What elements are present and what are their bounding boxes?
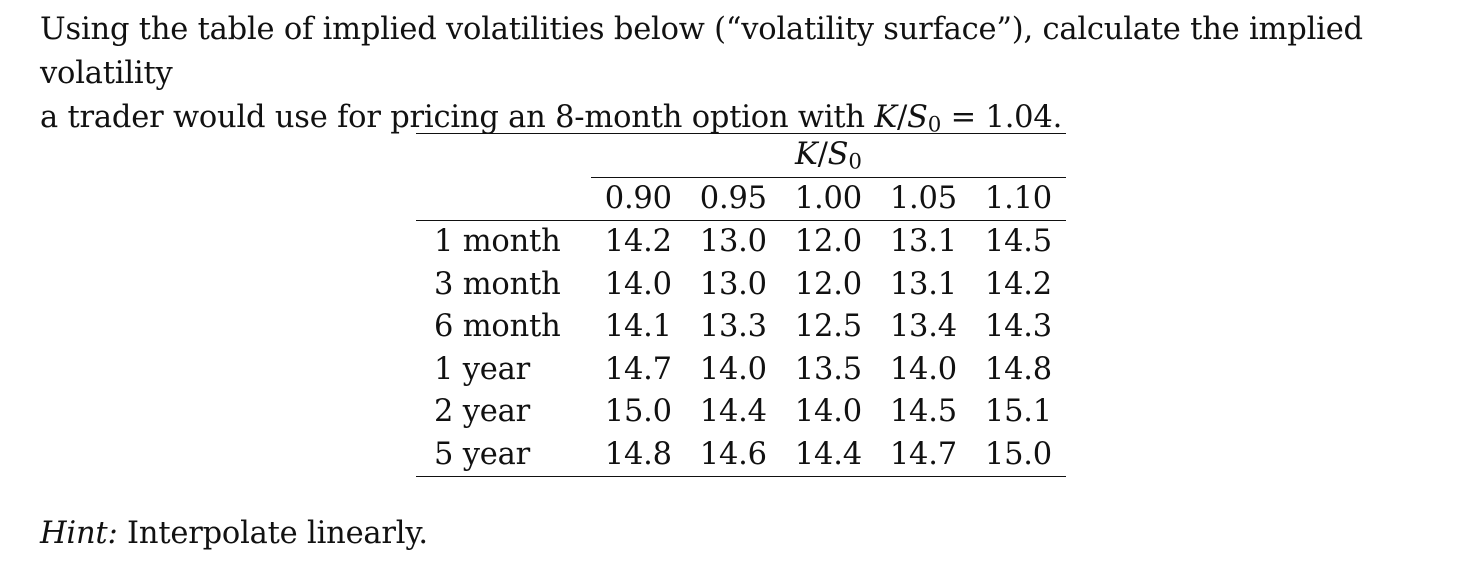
math-k: K: [874, 100, 897, 135]
table-cell: 14.0: [889, 351, 957, 387]
row-label: 6 month: [434, 309, 561, 344]
table-cell: 14.8: [984, 351, 1053, 387]
row-label: 2 year: [434, 394, 530, 429]
table-cell: 13.0: [699, 224, 767, 259]
group-header-s: S: [827, 137, 849, 172]
table-cell: 14.0: [699, 351, 767, 387]
problem-line-2-prefix: a trader would use for pricing an 8-mont…: [40, 100, 875, 135]
table-cell: 14.4: [780, 433, 876, 477]
table-cell: 14.2: [604, 224, 672, 259]
table-cell: 13.0: [699, 266, 767, 302]
row-label: 3 month: [434, 266, 561, 302]
table-row: 6 month 14.1 13.3 12.5 13.4 14.3: [416, 306, 1066, 349]
problem-line-2: a trader would use for pricing an 8-mont…: [40, 96, 1465, 140]
table-cell: 15.0: [970, 433, 1066, 477]
group-header-slash: /: [817, 137, 828, 172]
problem-line-1: Using the table of implied volatilities …: [40, 12, 1363, 91]
table-cell: 12.0: [794, 266, 862, 302]
table-cell: 14.0: [794, 394, 862, 429]
table-cell: 14.1: [604, 309, 672, 344]
table-cell: 12.0: [794, 224, 862, 259]
math-slash: /: [896, 100, 908, 135]
hint: Hint: Interpolate linearly.: [40, 512, 428, 556]
column-header: 1.10: [970, 177, 1066, 221]
row-label: 1 month: [434, 224, 561, 259]
table-cell: 14.7: [604, 351, 672, 387]
column-header: 0.95: [685, 177, 781, 221]
table-cell: 14.8: [590, 433, 686, 477]
column-header-row: 0.90 0.95 1.00 1.05 1.10: [416, 177, 1066, 221]
column-header: 1.05: [875, 177, 971, 221]
group-header-subscript: 0: [848, 149, 862, 175]
table-cell: 15.1: [984, 394, 1053, 429]
table-row: 1 year 14.7 14.0 13.5 14.0 14.8: [416, 349, 1066, 392]
table-cell: 13.4: [889, 309, 957, 344]
problem-statement: Using the table of implied volatilities …: [40, 8, 1465, 140]
math-subscript: 0: [927, 112, 942, 138]
table-row: 1 month 14.2 13.0 12.0 13.1 14.5: [416, 221, 1066, 264]
table-cell: 14.3: [984, 309, 1053, 344]
table-header-group-row: K/S0: [416, 133, 1066, 178]
table-cell: 13.3: [699, 309, 767, 344]
table-cell: 14.5: [984, 224, 1053, 259]
group-header-k-over-s0: K/S0: [590, 133, 1066, 178]
problem-line-2-suffix: = 1.04.: [941, 100, 1063, 135]
column-header-corner: [416, 177, 591, 221]
table-cell: 13.5: [794, 351, 862, 387]
table-cell: 12.5: [794, 309, 862, 344]
row-label: 1 year: [434, 351, 530, 387]
corner-cell: [416, 133, 591, 177]
table-cell: 14.7: [875, 433, 971, 477]
table-cell: 15.0: [604, 394, 672, 429]
volatility-surface-table: K/S0 0.90 0.95 1.00 1.05 1.10 1 month 14…: [416, 133, 1066, 477]
table-row: 3 month 14.0 13.0 12.0 13.1 14.2: [416, 264, 1066, 307]
hint-label: Hint:: [40, 516, 118, 551]
table-cell: 14.5: [889, 394, 957, 429]
table-row: 2 year 15.0 14.4 14.0 14.5 15.1: [416, 391, 1066, 434]
hint-text: Interpolate linearly.: [117, 516, 428, 551]
table-row: 5 year 14.8 14.6 14.4 14.7 15.0: [416, 433, 1066, 477]
table-cell: 13.1: [889, 224, 957, 259]
table-cell: 14.2: [984, 266, 1053, 302]
table-cell: 13.1: [889, 266, 957, 302]
column-header: 1.00: [780, 177, 876, 221]
table-cell: 14.0: [604, 266, 672, 302]
table-cell: 14.6: [685, 433, 781, 477]
volatility-table: K/S0 0.90 0.95 1.00 1.05 1.10 1 month 14…: [416, 133, 1066, 477]
row-label: 5 year: [416, 433, 591, 477]
column-header: 0.90: [590, 177, 686, 221]
group-header-k: K: [795, 137, 818, 172]
table-cell: 14.4: [699, 394, 767, 429]
math-s: S: [907, 100, 928, 135]
